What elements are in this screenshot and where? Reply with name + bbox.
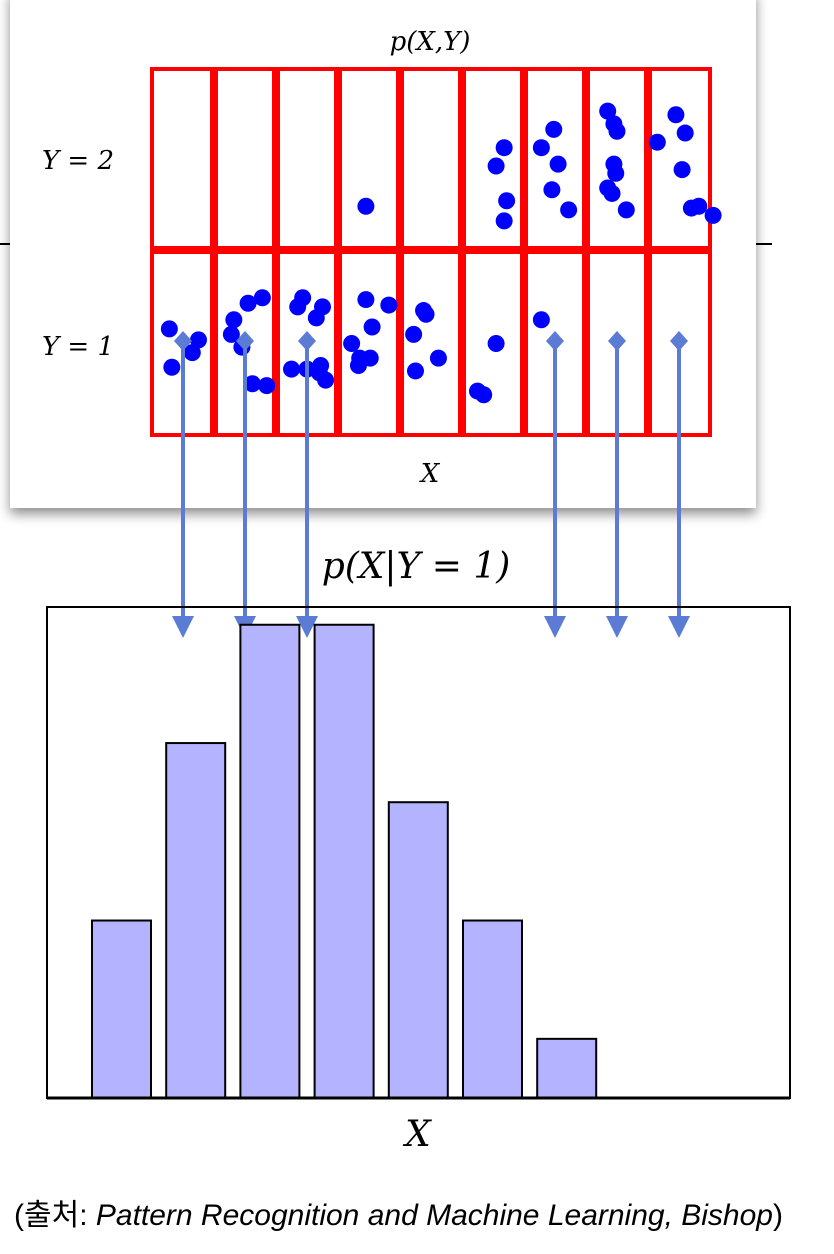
scatter-point xyxy=(532,139,550,157)
scatter-point xyxy=(475,386,493,404)
scatter-point xyxy=(190,331,207,349)
scatter-point xyxy=(407,362,424,380)
scatter-point xyxy=(380,296,398,314)
scatter-point xyxy=(225,311,243,329)
scatter-point xyxy=(349,356,367,374)
scatter-point xyxy=(608,122,626,140)
scatter-point xyxy=(549,155,567,173)
mapping-arrow xyxy=(668,331,690,638)
caption-suffix: ) xyxy=(772,1199,783,1232)
histogram-bar xyxy=(462,919,523,1099)
caption-source: Pattern Recognition and Machine Learning… xyxy=(95,1199,773,1232)
histogram-bar xyxy=(313,623,375,1100)
scatter-point xyxy=(405,325,423,343)
bottom-chart-title: p(X|Y = 1) xyxy=(322,546,511,587)
scatter-point xyxy=(487,335,505,352)
scatter-point xyxy=(532,311,550,329)
scatter-point xyxy=(690,197,708,215)
bottom-x-axis-label: X xyxy=(402,1114,432,1155)
scatter-point xyxy=(617,201,635,219)
conditional-distribution-chart: p(X|Y = 1) X xyxy=(46,546,791,1155)
histogram-bar xyxy=(239,623,301,1100)
scatter-point xyxy=(357,197,375,215)
histogram-bar xyxy=(91,919,152,1099)
mapping-arrow xyxy=(544,331,566,638)
histogram-bars xyxy=(91,623,598,1100)
scatter-point xyxy=(648,133,666,151)
histogram-bar xyxy=(165,742,227,1099)
histogram-bar xyxy=(536,1037,598,1100)
scatter-point xyxy=(294,289,312,307)
scatter-points xyxy=(160,102,722,404)
mapping-arrows xyxy=(172,331,690,638)
scatter-point xyxy=(222,325,240,343)
scatter-point xyxy=(343,335,361,352)
scatter-point xyxy=(498,192,516,210)
scatter-point xyxy=(495,212,513,230)
scatter-point xyxy=(417,305,435,323)
scatter-point xyxy=(676,124,694,142)
scatter-point xyxy=(357,291,375,309)
top-chart-title: p(X,Y) xyxy=(390,27,471,57)
scatter-point xyxy=(495,139,513,157)
joint-distribution-chart: p(X,Y) Y = 2 Y = 1 X xyxy=(42,27,722,489)
grid-lines xyxy=(150,67,712,437)
scatter-point xyxy=(310,364,328,382)
scatter-point xyxy=(363,318,381,336)
scatter-point xyxy=(607,164,625,182)
scatter-point xyxy=(163,358,181,376)
top-x-axis-label: X xyxy=(419,459,441,489)
scatter-point xyxy=(258,377,276,395)
scatter-point xyxy=(545,120,563,138)
scatter-point xyxy=(253,289,271,307)
scatter-point xyxy=(243,375,261,393)
scatter-point xyxy=(160,320,178,338)
row-label-y2: Y = 2 xyxy=(42,146,114,176)
scatter-point xyxy=(307,309,325,327)
scatter-point xyxy=(560,201,578,219)
mapping-arrow xyxy=(606,331,628,638)
scatter-point xyxy=(283,360,300,378)
scatter-point xyxy=(429,349,447,367)
mapping-arrow xyxy=(172,331,194,638)
row-label-y1: Y = 1 xyxy=(42,332,114,362)
scatter-point xyxy=(239,294,257,312)
scatter-point xyxy=(183,344,201,362)
caption-prefix: (출처: xyxy=(14,1199,96,1232)
histogram-bar xyxy=(387,801,449,1099)
source-caption: (출처: Pattern Recognition and Machine Lea… xyxy=(14,1190,834,1234)
scatter-point xyxy=(704,206,722,224)
scatter-point xyxy=(487,157,505,175)
scatter-point xyxy=(667,106,685,124)
scatter-point xyxy=(599,102,617,120)
scatter-point xyxy=(673,161,691,179)
mapping-arrow xyxy=(296,331,318,638)
scatter-point xyxy=(603,184,621,202)
scatter-point xyxy=(543,181,561,199)
